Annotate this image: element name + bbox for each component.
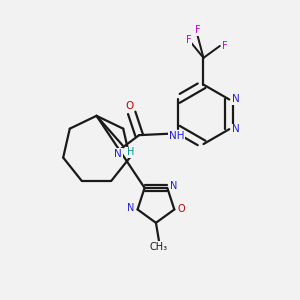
Text: N: N <box>170 182 178 191</box>
Text: N: N <box>232 94 240 104</box>
Text: CH₃: CH₃ <box>150 242 168 252</box>
Text: O: O <box>125 101 134 111</box>
Text: N: N <box>114 148 122 159</box>
Text: F: F <box>222 41 228 51</box>
Text: F: F <box>195 25 200 35</box>
Text: N: N <box>232 124 240 134</box>
Text: NH: NH <box>169 131 184 141</box>
Text: H: H <box>127 147 134 158</box>
Text: F: F <box>186 35 191 45</box>
Text: N: N <box>127 203 135 213</box>
Text: O: O <box>177 205 185 214</box>
